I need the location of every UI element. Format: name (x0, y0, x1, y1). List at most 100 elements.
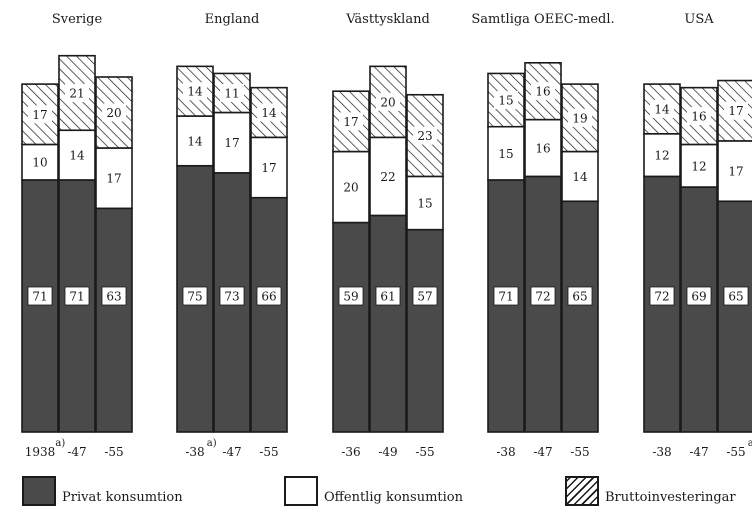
tick-label-v-sttyskland-1: -49 (378, 445, 397, 459)
value-box-v-sttyskland-0-privat (338, 286, 364, 306)
legend-item-brutto: Bruttoinvesteringar (565, 476, 736, 506)
tick-superscript-usa-2: a (748, 438, 752, 449)
value-box-v-sttyskland-2-privat (412, 286, 438, 306)
tick-label-samtliga-oeec-medl-0: -38 (496, 445, 515, 459)
value-box-usa-0-privat (649, 286, 675, 306)
tick-label-england-2: -55 (259, 445, 278, 459)
value-box-usa-2-privat (723, 286, 749, 306)
bar-sverige-1-privat (58, 179, 96, 433)
value-label-england-2-offentlig: 17 (261, 161, 276, 175)
value-label-samtliga-oeec-medl-0-brutto: 15 (498, 94, 513, 108)
value-label-england-0-brutto: 14 (187, 85, 203, 99)
value-label-samtliga-oeec-medl-1-offentlig: 16 (535, 142, 550, 156)
value-box-samtliga-oeec-medl-1-brutto (531, 82, 555, 101)
tick-label-sverige-0: 1938 (25, 445, 56, 459)
value-label-sverige-2-brutto: 20 (106, 106, 121, 120)
bar-england-2-offentlig (250, 136, 288, 199)
tick-label-samtliga-oeec-medl-1: -47 (533, 445, 552, 459)
legend-item-privat: Privat konsumtion (22, 476, 183, 506)
value-box-usa-1-brutto (687, 107, 711, 126)
value-box-sverige-2-privat (101, 286, 127, 306)
bar-v-sttyskland-2-offentlig (406, 175, 444, 231)
tick-label-england-0: -38 (185, 445, 204, 459)
value-label-samtliga-oeec-medl-0-privat: 71 (498, 290, 513, 304)
tick-label-v-sttyskland-2: -55 (415, 445, 434, 459)
group-title-usa: USA (684, 12, 714, 27)
value-label-samtliga-oeec-medl-0-offentlig: 15 (498, 147, 513, 161)
value-box-v-sttyskland-2-brutto (413, 126, 437, 145)
value-box-sverige-0-brutto (28, 105, 52, 124)
value-label-usa-2-privat: 65 (728, 290, 743, 304)
value-label-sverige-2-offentlig: 17 (106, 172, 121, 186)
value-label-v-sttyskland-0-brutto: 17 (343, 115, 358, 129)
bar-england-0-offentlig (176, 115, 214, 167)
tick-label-usa-0: -38 (652, 445, 671, 459)
value-label-sverige-1-brutto: 21 (69, 86, 84, 100)
value-label-samtliga-oeec-medl-1-brutto: 16 (535, 85, 550, 99)
bar-usa-2-offentlig (717, 140, 752, 203)
value-label-sverige-0-offentlig: 10 (32, 156, 47, 170)
value-label-usa-2-brutto: 17 (728, 104, 743, 118)
value-label-v-sttyskland-2-offentlig: 15 (417, 197, 432, 211)
value-label-samtliga-oeec-medl-2-brutto: 19 (572, 111, 587, 125)
value-box-samtliga-oeec-medl-0-privat (493, 286, 519, 306)
bar-samtliga-oeec-medl-2-privat (561, 200, 599, 433)
value-box-samtliga-oeec-medl-2-privat (567, 286, 593, 306)
value-box-samtliga-oeec-medl-0-brutto (494, 91, 518, 110)
value-box-sverige-2-brutto (102, 103, 126, 122)
value-label-usa-0-offentlig: 12 (654, 149, 669, 163)
value-box-sverige-0-privat (27, 286, 53, 306)
tick-label-samtliga-oeec-medl-2: -55 (570, 445, 589, 459)
value-box-england-2-brutto (257, 103, 281, 122)
bar-usa-2-privat (717, 200, 752, 433)
value-label-v-sttyskland-2-brutto: 23 (417, 129, 432, 143)
value-label-usa-2-offentlig: 17 (728, 165, 743, 179)
value-label-usa-1-brutto: 16 (691, 110, 706, 124)
legend-swatch-offentlig (284, 476, 318, 506)
tick-superscript-sverige-0: a) (55, 438, 65, 449)
value-label-v-sttyskland-1-privat: 61 (380, 290, 395, 304)
value-label-england-2-brutto: 14 (261, 106, 277, 120)
group-title-england: England (205, 12, 260, 27)
tick-label-england-1: -47 (222, 445, 241, 459)
bar-england-2-privat (250, 196, 288, 433)
legend-item-offentlig: Offentlig konsumtion (284, 476, 463, 506)
value-label-england-1-privat: 73 (224, 290, 239, 304)
value-label-sverige-0-privat: 71 (32, 290, 47, 304)
value-label-samtliga-oeec-medl-2-privat: 65 (572, 290, 587, 304)
value-label-sverige-1-privat: 71 (69, 290, 84, 304)
value-label-england-2-privat: 66 (261, 290, 276, 304)
legend-label-privat: Privat konsumtion (62, 489, 183, 505)
value-label-usa-1-privat: 69 (691, 290, 706, 304)
value-label-sverige-2-privat: 63 (106, 290, 121, 304)
value-label-sverige-1-offentlig: 14 (69, 149, 85, 163)
value-label-usa-0-brutto: 14 (654, 102, 670, 116)
value-box-v-sttyskland-1-privat (375, 286, 401, 306)
value-label-england-0-privat: 75 (187, 290, 202, 304)
bar-samtliga-oeec-medl-0-privat (487, 179, 525, 433)
value-label-v-sttyskland-1-offentlig: 22 (380, 170, 395, 184)
bar-sverige-2-privat (95, 207, 133, 433)
value-box-sverige-1-brutto (65, 83, 89, 102)
bar-sverige-0-offentlig (21, 143, 59, 181)
value-box-usa-2-brutto (724, 101, 748, 120)
legend-swatch-privat (22, 476, 56, 506)
value-box-samtliga-oeec-medl-2-brutto (568, 108, 592, 127)
tick-label-usa-1: -47 (689, 445, 708, 459)
group-title-samtliga-oeec-medl: Samtliga OEEC-medl. (471, 12, 614, 27)
value-box-usa-0-brutto (650, 99, 674, 118)
group-title-sverige: Sverige (52, 12, 103, 27)
bar-usa-1-privat (680, 186, 718, 433)
value-box-england-2-privat (256, 286, 282, 306)
bar-sverige-0-privat (21, 179, 59, 433)
legend-label-offentlig: Offentlig konsumtion (324, 489, 463, 505)
value-box-sverige-1-privat (64, 286, 90, 306)
tick-label-sverige-2: -55 (104, 445, 123, 459)
bar-samtliga-oeec-medl-0-offentlig (487, 125, 525, 181)
value-box-samtliga-oeec-medl-1-privat (530, 286, 556, 306)
legend-swatch-brutto (565, 476, 599, 506)
value-box-england-0-brutto (183, 82, 207, 101)
value-label-v-sttyskland-0-privat: 59 (343, 290, 358, 304)
